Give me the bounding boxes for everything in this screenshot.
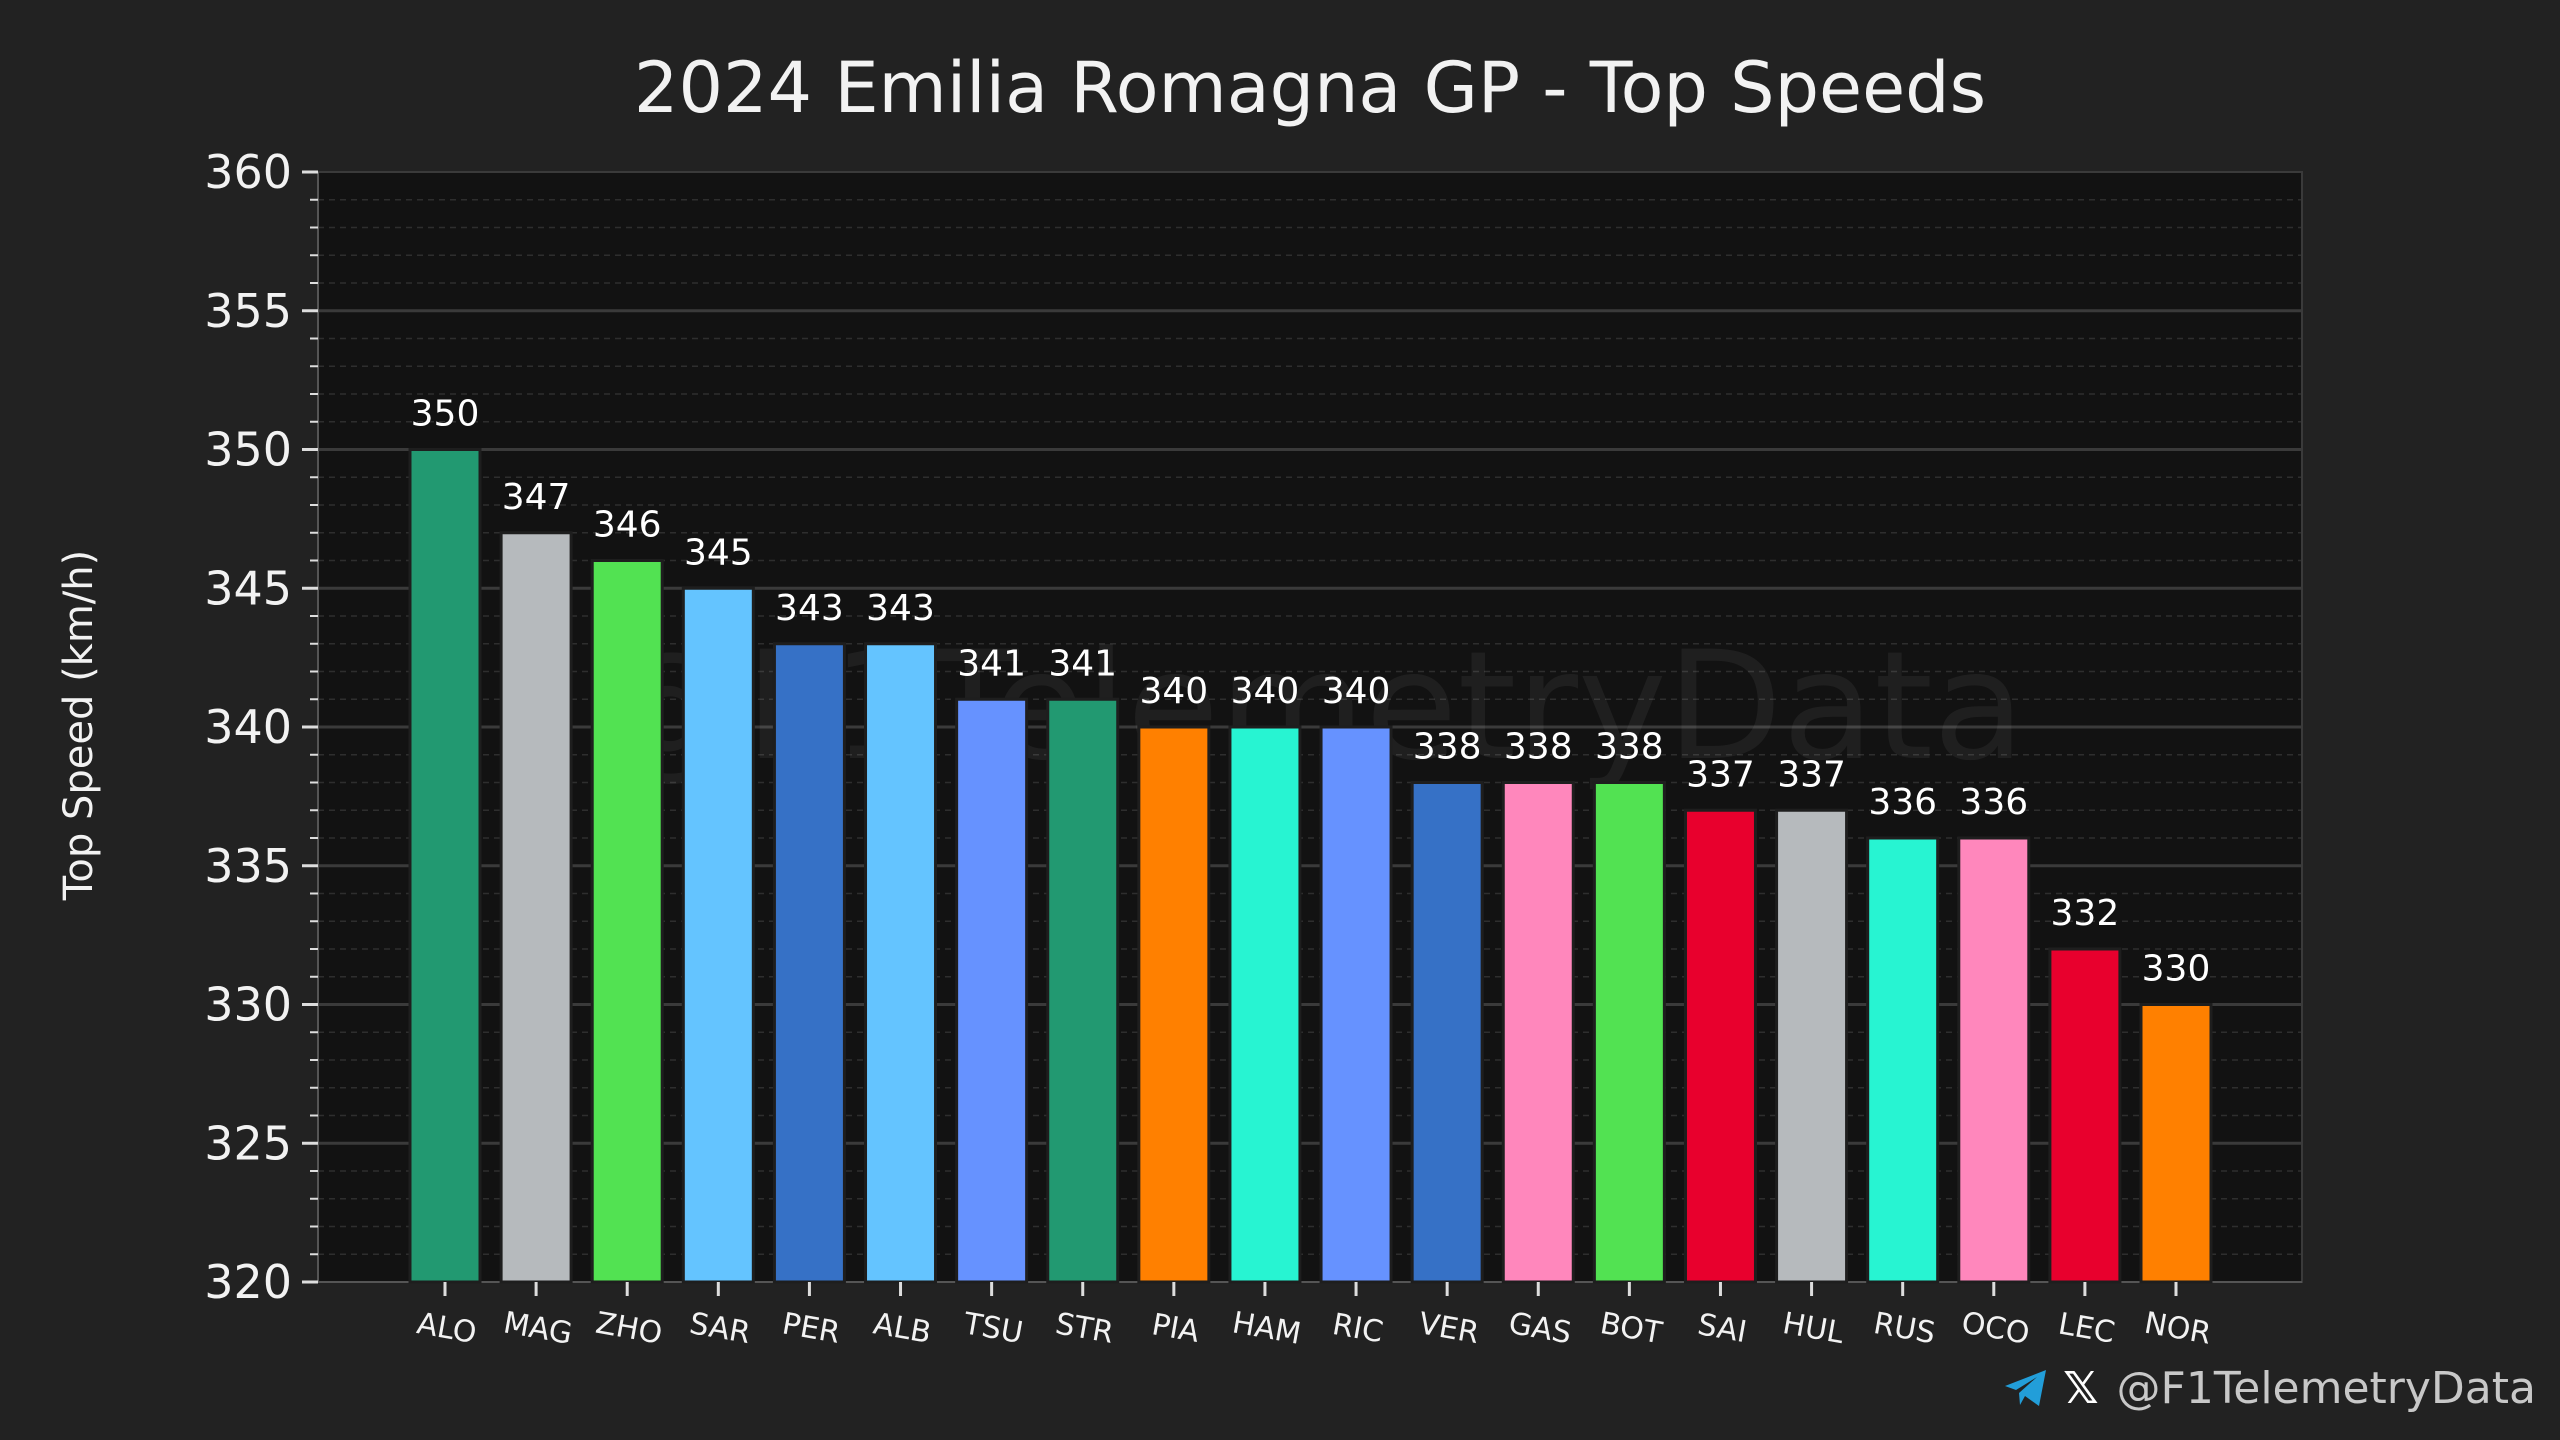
bar-value-label: 347 — [502, 477, 571, 518]
x-logo-icon[interactable]: 𝕏 — [2063, 1362, 2099, 1414]
bar-ver[interactable] — [1410, 781, 1484, 1284]
bar-ham[interactable] — [1228, 725, 1302, 1284]
y-tick-label: 345 — [204, 561, 292, 615]
bar-tsu[interactable] — [955, 697, 1029, 1284]
bar-value-label: 337 — [1686, 754, 1755, 795]
bar-value-label: 340 — [1322, 671, 1391, 712]
bar-sai[interactable] — [1683, 808, 1757, 1284]
bar-value-label: 332 — [2051, 893, 2120, 934]
y-tick-label: 335 — [204, 839, 292, 893]
y-tick-label: 340 — [204, 700, 292, 754]
credit-handle[interactable]: @F1TelemetryData — [2116, 1362, 2536, 1414]
bar-oco[interactable] — [1957, 836, 2031, 1284]
bar-str[interactable] — [1046, 697, 1120, 1284]
bar-bot[interactable] — [1592, 781, 1666, 1284]
bar-value-label: 350 — [411, 394, 480, 435]
bar-value-label: 346 — [593, 505, 662, 546]
chart-title: 2024 Emilia Romagna GP - Top Speeds — [634, 47, 1986, 129]
bar-alb[interactable] — [864, 642, 938, 1284]
bar-mag[interactable] — [499, 531, 573, 1284]
y-axis-label: Top Speed (km/h) — [56, 550, 102, 902]
bar-alo[interactable] — [408, 448, 482, 1284]
y-tick-label: 330 — [204, 978, 292, 1032]
telegram-icon[interactable] — [2003, 1368, 2049, 1408]
bar-lec[interactable] — [2048, 947, 2122, 1284]
x-tick-label: PIA — [1149, 1307, 1202, 1350]
bar-value-label: 341 — [1048, 643, 1117, 684]
bar-value-label: 337 — [1777, 754, 1846, 795]
bar-value-label: 338 — [1504, 727, 1573, 768]
bar-sar[interactable] — [681, 586, 755, 1284]
bar-gas[interactable] — [1501, 781, 1575, 1284]
y-tick-label: 355 — [204, 284, 292, 338]
x-tick-label: SAI — [1695, 1307, 1749, 1350]
bar-hul[interactable] — [1775, 808, 1849, 1284]
bar-value-label: 338 — [1595, 727, 1664, 768]
bar-value-label: 338 — [1413, 727, 1482, 768]
bar-value-label: 336 — [1959, 782, 2028, 823]
bar-value-label: 340 — [1139, 671, 1208, 712]
bar-value-label: 343 — [866, 588, 935, 629]
x-tick-label: RIC — [1330, 1307, 1386, 1350]
y-tick-label: 350 — [204, 423, 292, 477]
y-tick-label: 320 — [204, 1255, 292, 1309]
bar-value-label: 336 — [1868, 782, 1937, 823]
y-tick-label: 360 — [204, 145, 292, 199]
plot-area: @F1TelemetryData320325330335340345350355… — [204, 145, 2303, 1352]
bar-rus[interactable] — [1866, 836, 1940, 1284]
y-tick-label: 325 — [204, 1116, 292, 1170]
bar-value-label: 330 — [2142, 949, 2211, 990]
bar-zho[interactable] — [590, 559, 664, 1284]
bar-value-label: 343 — [775, 588, 844, 629]
credit: 𝕏 @F1TelemetryData — [2003, 1348, 2536, 1428]
bar-ric[interactable] — [1319, 725, 1393, 1284]
bar-nor[interactable] — [2139, 1003, 2213, 1284]
bar-pia[interactable] — [1137, 725, 1211, 1284]
bar-value-label: 341 — [957, 643, 1026, 684]
bar-value-label: 340 — [1231, 671, 1300, 712]
bar-value-label: 345 — [684, 532, 753, 573]
bar-per[interactable] — [772, 642, 846, 1284]
